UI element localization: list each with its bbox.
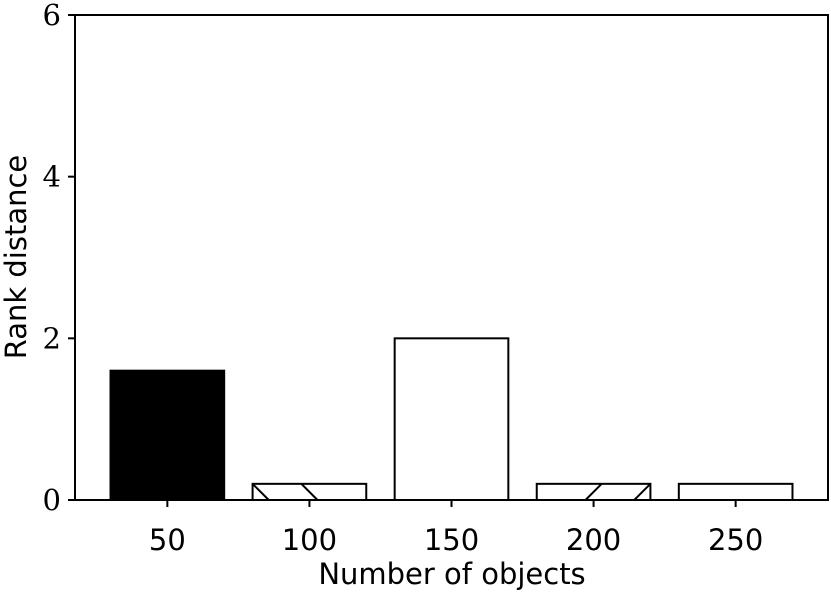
y-axis-label: Rank distance — [0, 155, 33, 360]
x-axis-label: Number of objects — [318, 557, 585, 591]
hatch — [251, 483, 270, 501]
y-tick-label: 2 — [43, 321, 61, 355]
x-tick-label: 150 — [424, 523, 479, 557]
x-tick-label: 200 — [566, 523, 621, 557]
x-tick-label: 50 — [149, 523, 186, 557]
bar — [393, 337, 510, 502]
hatch — [633, 483, 652, 501]
x-tick-label: 100 — [282, 523, 337, 557]
y-tick-label: 0 — [43, 483, 61, 517]
hatch — [300, 483, 319, 501]
x-tick-label: 250 — [708, 523, 763, 557]
bar — [677, 482, 794, 502]
hatch — [584, 483, 603, 501]
plot-frame — [74, 14, 829, 501]
bar — [109, 369, 226, 501]
y-tick-label: 6 — [43, 0, 61, 32]
y-tick-label: 4 — [43, 160, 61, 194]
